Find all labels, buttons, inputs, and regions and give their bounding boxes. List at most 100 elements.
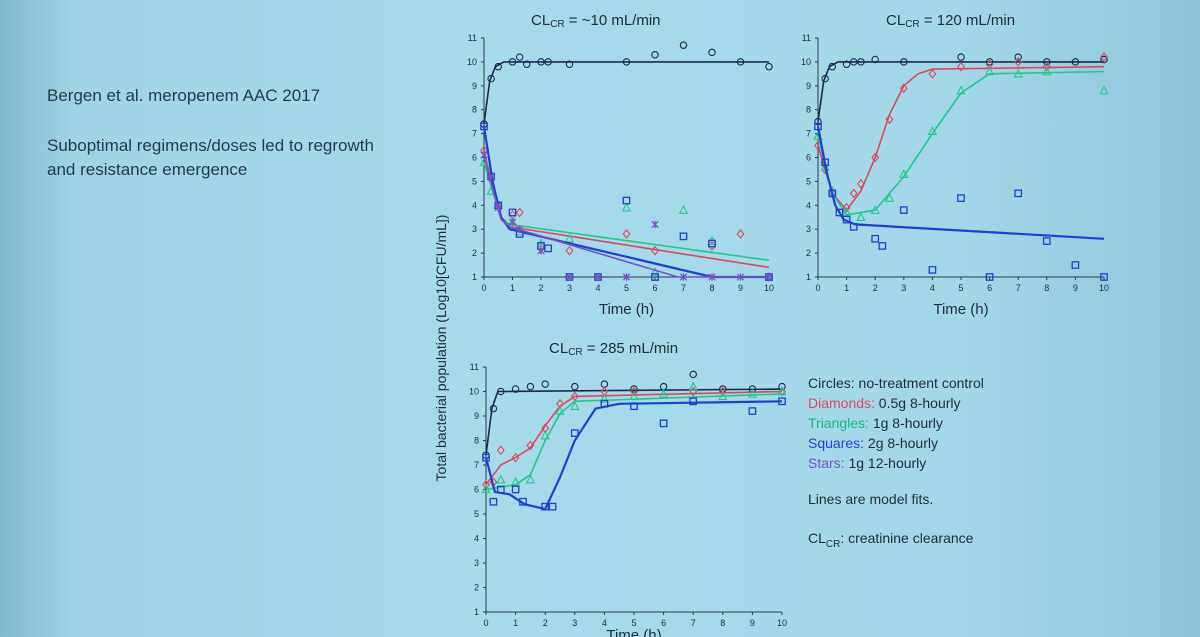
plot1-squares-point [651,273,659,281]
legend-stars: Stars: 1g 12-hourly [808,455,927,471]
plot1-ytick-label: 2 [472,248,477,258]
plot3-xtick-label: 6 [661,618,666,628]
plot1-stars-point [679,273,688,281]
plot3-control-point [526,382,535,391]
plot3-ytick-label: 2 [474,583,479,593]
plot2-diamonds-point [899,83,908,94]
plot-title-2: CLCR = 120 mL/min [886,12,1016,30]
plot2-triangles-point [956,85,966,95]
plot2-xtick-label: 0 [815,283,820,293]
plot2-triangles-point [884,192,895,202]
plot1-control-point [487,74,495,83]
plot3-control-point [511,385,520,393]
plot2-ytick-label: 7 [806,129,811,139]
plot1-stars-point [594,273,602,281]
plot1-diamonds-point [565,245,574,256]
plot3-squares-point [748,407,757,415]
plot2-ytick-label: 10 [801,57,811,67]
plot1-xtick-label: 3 [567,283,572,293]
reference-text: Bergen et al. meropenem AAC 2017 [47,86,321,105]
plot1-control-point [515,53,524,61]
plot2-triangles-point [856,212,866,221]
plot2-squares-point [842,215,851,224]
plot1-xtick-label: 5 [624,283,629,293]
plot2-xtick-label: 7 [1016,283,1021,293]
plot2-squares-point [878,242,887,250]
plot2-squares-point [899,206,908,214]
plot3-xtick-label: 3 [572,618,577,628]
plot3-ytick-label: 10 [469,387,479,397]
plot1-ytick-label: 6 [472,153,477,163]
plot2-control-point [842,60,851,69]
plot3-triangles-point [525,474,536,484]
plot2-control-point [857,58,865,66]
plot2-diamonds-point [1100,52,1108,63]
plot2-triangles-point [927,126,938,135]
plot3-squares-point [519,497,527,506]
plot1-stars-point [708,273,716,281]
plot3-squares-point [570,429,579,438]
plot1-triangles-point [678,204,689,214]
plot1-ytick-label: 10 [467,57,477,67]
plot2-control-point [828,62,837,71]
plot2-xtick-label: 8 [1044,283,1049,293]
plot3-diamonds-point [496,445,505,456]
legend-stars-key: Stars: [808,455,845,471]
legend-diamonds: Diamonds: 0.5g 8-hourly [808,395,961,411]
plot1-diamonds-point [622,229,631,239]
plot3-ytick-label: 7 [474,460,479,470]
plot2-ytick-label: 6 [806,153,811,163]
plot1-ytick-label: 5 [472,176,477,186]
plot3-triangles-point [629,391,639,401]
plot1-ytick-label: 4 [472,200,477,210]
plot3-triangles-point [599,393,610,403]
plot1-stars-point [508,218,517,226]
plot1-squares-point [544,244,552,253]
plot3-xtick-label: 10 [777,618,787,628]
plot2-triangles-point [841,207,852,217]
plot3-ytick-label: 5 [474,509,479,519]
plot2-control-point [957,53,965,61]
plot1-stars-point [494,203,502,212]
plot3-control-point [497,387,505,396]
plot3-control-point [689,370,697,379]
plot3-diamonds-point [630,386,638,397]
plot2-xtick-label: 3 [901,283,906,293]
plot1-control-point [565,60,574,69]
plot3-control-point [571,382,579,391]
plot2-squares-point [871,234,880,243]
plot1-squares-point [622,196,631,205]
plot2-control-point [849,58,858,66]
plot1-stars-point [736,273,745,281]
plot3-squares-point [482,453,490,462]
plot3-xtick-label: 8 [720,618,725,628]
plot2-ytick-label: 1 [806,272,811,282]
plot2-xtick-label: 4 [930,283,935,293]
plot3-control-fit-line [485,388,783,456]
legend-squares: Squares: 2g 8-hourly [808,435,938,451]
plot1-diamonds-point [736,229,745,239]
plot1-squares-point [708,239,716,248]
plot3-squares-fit-line [484,400,783,511]
plot1-stars-point [765,273,773,281]
plot1-stars-point [515,225,524,233]
plot1-squares-point [508,208,517,217]
plot1-xtick-label: 7 [681,283,686,293]
plot2-squares-point [814,122,822,131]
plot3-triangles-point [496,474,506,484]
plot1-control-point [736,58,745,66]
plot3-ytick-label: 9 [474,411,479,421]
plot2-control-point [871,55,879,64]
plot2-squares-point [849,222,858,231]
plot2-xtick-label: 2 [873,283,878,293]
plot1-stars-point [480,151,488,159]
plot1-ytick-label: 9 [472,81,477,91]
plot1-ytick-label: 11 [468,33,477,43]
plot2-control-point [814,117,822,126]
plot2-diamonds-point [928,68,937,79]
plot1-xtick-label: 10 [764,283,774,293]
plot2-xtick-label: 10 [1099,283,1109,293]
plot-title-1: CLCR = ~10 mL/min [531,12,661,30]
